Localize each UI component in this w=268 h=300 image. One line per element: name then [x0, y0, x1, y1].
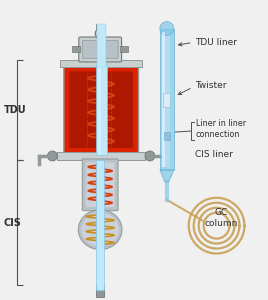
Text: TDU: TDU [4, 105, 26, 115]
Circle shape [95, 28, 105, 38]
Bar [57, 152, 145, 160]
Bar [60, 60, 142, 68]
Bar [96, 64, 107, 155]
Bar [96, 160, 104, 290]
Text: CIS liner: CIS liner [195, 151, 233, 160]
FancyBboxPatch shape [82, 40, 118, 58]
FancyBboxPatch shape [79, 37, 122, 62]
Circle shape [145, 151, 155, 161]
Bar [72, 46, 80, 52]
Bar [163, 93, 170, 107]
FancyBboxPatch shape [82, 159, 118, 211]
Bar [162, 32, 170, 167]
Bar [162, 32, 165, 167]
FancyBboxPatch shape [86, 162, 115, 207]
Text: GC
column: GC column [205, 208, 238, 228]
Bar [98, 64, 101, 155]
Bar [120, 46, 128, 52]
FancyBboxPatch shape [64, 66, 139, 154]
Bar [164, 132, 170, 140]
Ellipse shape [78, 210, 122, 250]
Bar [96, 285, 104, 297]
Text: Twister: Twister [195, 81, 226, 90]
Circle shape [47, 151, 57, 161]
Bar [96, 24, 104, 28]
Text: CIS: CIS [4, 218, 21, 228]
Text: TDU liner: TDU liner [195, 38, 237, 47]
Circle shape [160, 22, 174, 35]
Bar [97, 24, 106, 68]
Polygon shape [160, 170, 174, 182]
Text: Liner in liner
connection: Liner in liner connection [196, 119, 246, 139]
Ellipse shape [81, 213, 119, 247]
Bar [160, 28, 174, 170]
FancyBboxPatch shape [69, 71, 133, 148]
